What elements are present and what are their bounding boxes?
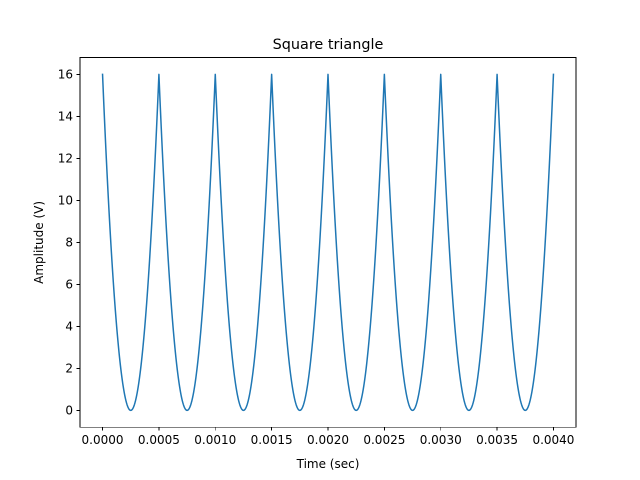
series-layer bbox=[101, 73, 555, 412]
x-tick-label: 0.0015 bbox=[251, 433, 293, 447]
y-tick-label: 10 bbox=[58, 194, 73, 208]
x-axis-ticks: 0.0000 0.0005 0.0010 0.0015 0.0020 0.0025 0.00… bbox=[82, 427, 574, 447]
chart-title: Square triangle bbox=[273, 37, 384, 53]
plot-frame bbox=[79, 57, 577, 428]
x-tick-label: 0.0030 bbox=[420, 433, 462, 447]
y-tick-label: 14 bbox=[58, 110, 73, 124]
plot-area-background bbox=[80, 57, 576, 428]
y-axis-ticks: 0 2 4 6 8 10 12 14 16 bbox=[58, 68, 80, 418]
y-tick-label: 8 bbox=[65, 236, 73, 250]
y-tick-label: 2 bbox=[65, 362, 73, 376]
x-tick-label: 0.0040 bbox=[532, 433, 574, 447]
x-tick-label: 0.0010 bbox=[194, 433, 236, 447]
x-tick-label: 0.0005 bbox=[138, 433, 180, 447]
y-tick-label: 0 bbox=[65, 404, 73, 418]
y-tick-label: 4 bbox=[65, 320, 73, 334]
x-tick-label: 0.0020 bbox=[307, 433, 349, 447]
y-tick-label: 16 bbox=[58, 68, 73, 82]
x-tick-label: 0.0035 bbox=[476, 433, 518, 447]
y-tick-label: 6 bbox=[65, 278, 73, 292]
x-axis-label: Time (sec) bbox=[296, 457, 360, 471]
x-tick-label: 0.0025 bbox=[363, 433, 405, 447]
series-line bbox=[101, 73, 555, 412]
y-axis-label: Amplitude (V) bbox=[32, 201, 46, 284]
y-tick-label: 12 bbox=[58, 152, 73, 166]
x-tick-label: 0.0000 bbox=[82, 433, 124, 447]
